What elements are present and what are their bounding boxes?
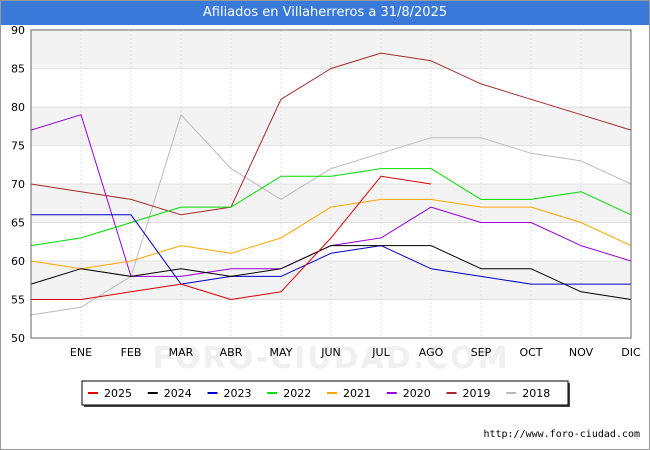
legend-label-2018: 2018 — [522, 387, 550, 400]
x-tick-label-ago: AGO — [419, 346, 444, 359]
legend-label-2019: 2019 — [463, 387, 491, 400]
x-tick-label-abr: ABR — [220, 346, 243, 359]
y-tick-label-55: 55 — [11, 294, 25, 307]
x-tick-label-jun: JUN — [320, 346, 341, 359]
y-tick-label-65: 65 — [11, 217, 25, 230]
watermark-text: FORO-CIUDAD.COM — [153, 341, 510, 376]
x-axis-ticks: ENE FEB MAR ABR MAY JUN JUL AGO SEP OCT NOV DIC — [70, 346, 641, 359]
series-lines — [30, 52, 632, 316]
y-tick-label-70: 70 — [11, 178, 25, 191]
series-line-2021 — [30, 198, 632, 270]
y-tick-label-80: 80 — [11, 101, 25, 114]
legend-label-2025: 2025 — [104, 387, 132, 400]
legend-label-2021: 2021 — [343, 387, 371, 400]
y-tick-label-90: 90 — [11, 24, 25, 37]
footer-url: http://www.foro-ciudad.com — [483, 429, 640, 440]
legend-label-2024: 2024 — [164, 387, 192, 400]
legend-label-2020: 2020 — [403, 387, 431, 400]
y-tick-label-75: 75 — [11, 140, 25, 153]
x-tick-label-may: MAY — [270, 346, 293, 359]
x-tick-label-feb: FEB — [121, 346, 142, 359]
x-tick-label-ene: ENE — [70, 346, 92, 359]
legend-label-2022: 2022 — [283, 387, 311, 400]
x-tick-label-jul: JUL — [371, 346, 390, 359]
series-line-2025 — [31, 175, 432, 300]
legend: 2025 2024 2023 2022 2021 2020 2019 2018 — [81, 380, 570, 407]
x-tick-label-nov: NOV — [569, 346, 594, 359]
x-tick-label-oct: OCT — [519, 346, 542, 359]
series-line-2024 — [30, 245, 632, 300]
y-tick-label-85: 85 — [11, 63, 25, 76]
x-tick-label-mar: MAR — [169, 346, 194, 359]
y-tick-label-50: 50 — [11, 332, 25, 345]
y-tick-label-60: 60 — [11, 255, 25, 268]
legend-label-2023: 2023 — [224, 387, 252, 400]
x-tick-label-dic: DIC — [621, 346, 641, 359]
x-tick-label-sep: SEP — [471, 346, 492, 359]
y-axis-ticks: 50 55 60 65 70 75 80 85 90 — [11, 24, 25, 345]
series-line-2022 — [30, 168, 632, 247]
chart-title: Afiliados en Villaherreros a 31/8/2025 — [1, 1, 649, 25]
series-line-2023 — [31, 214, 631, 285]
series-line-2019 — [30, 52, 632, 216]
plot-border — [30, 29, 632, 339]
legend-box — [81, 380, 569, 406]
